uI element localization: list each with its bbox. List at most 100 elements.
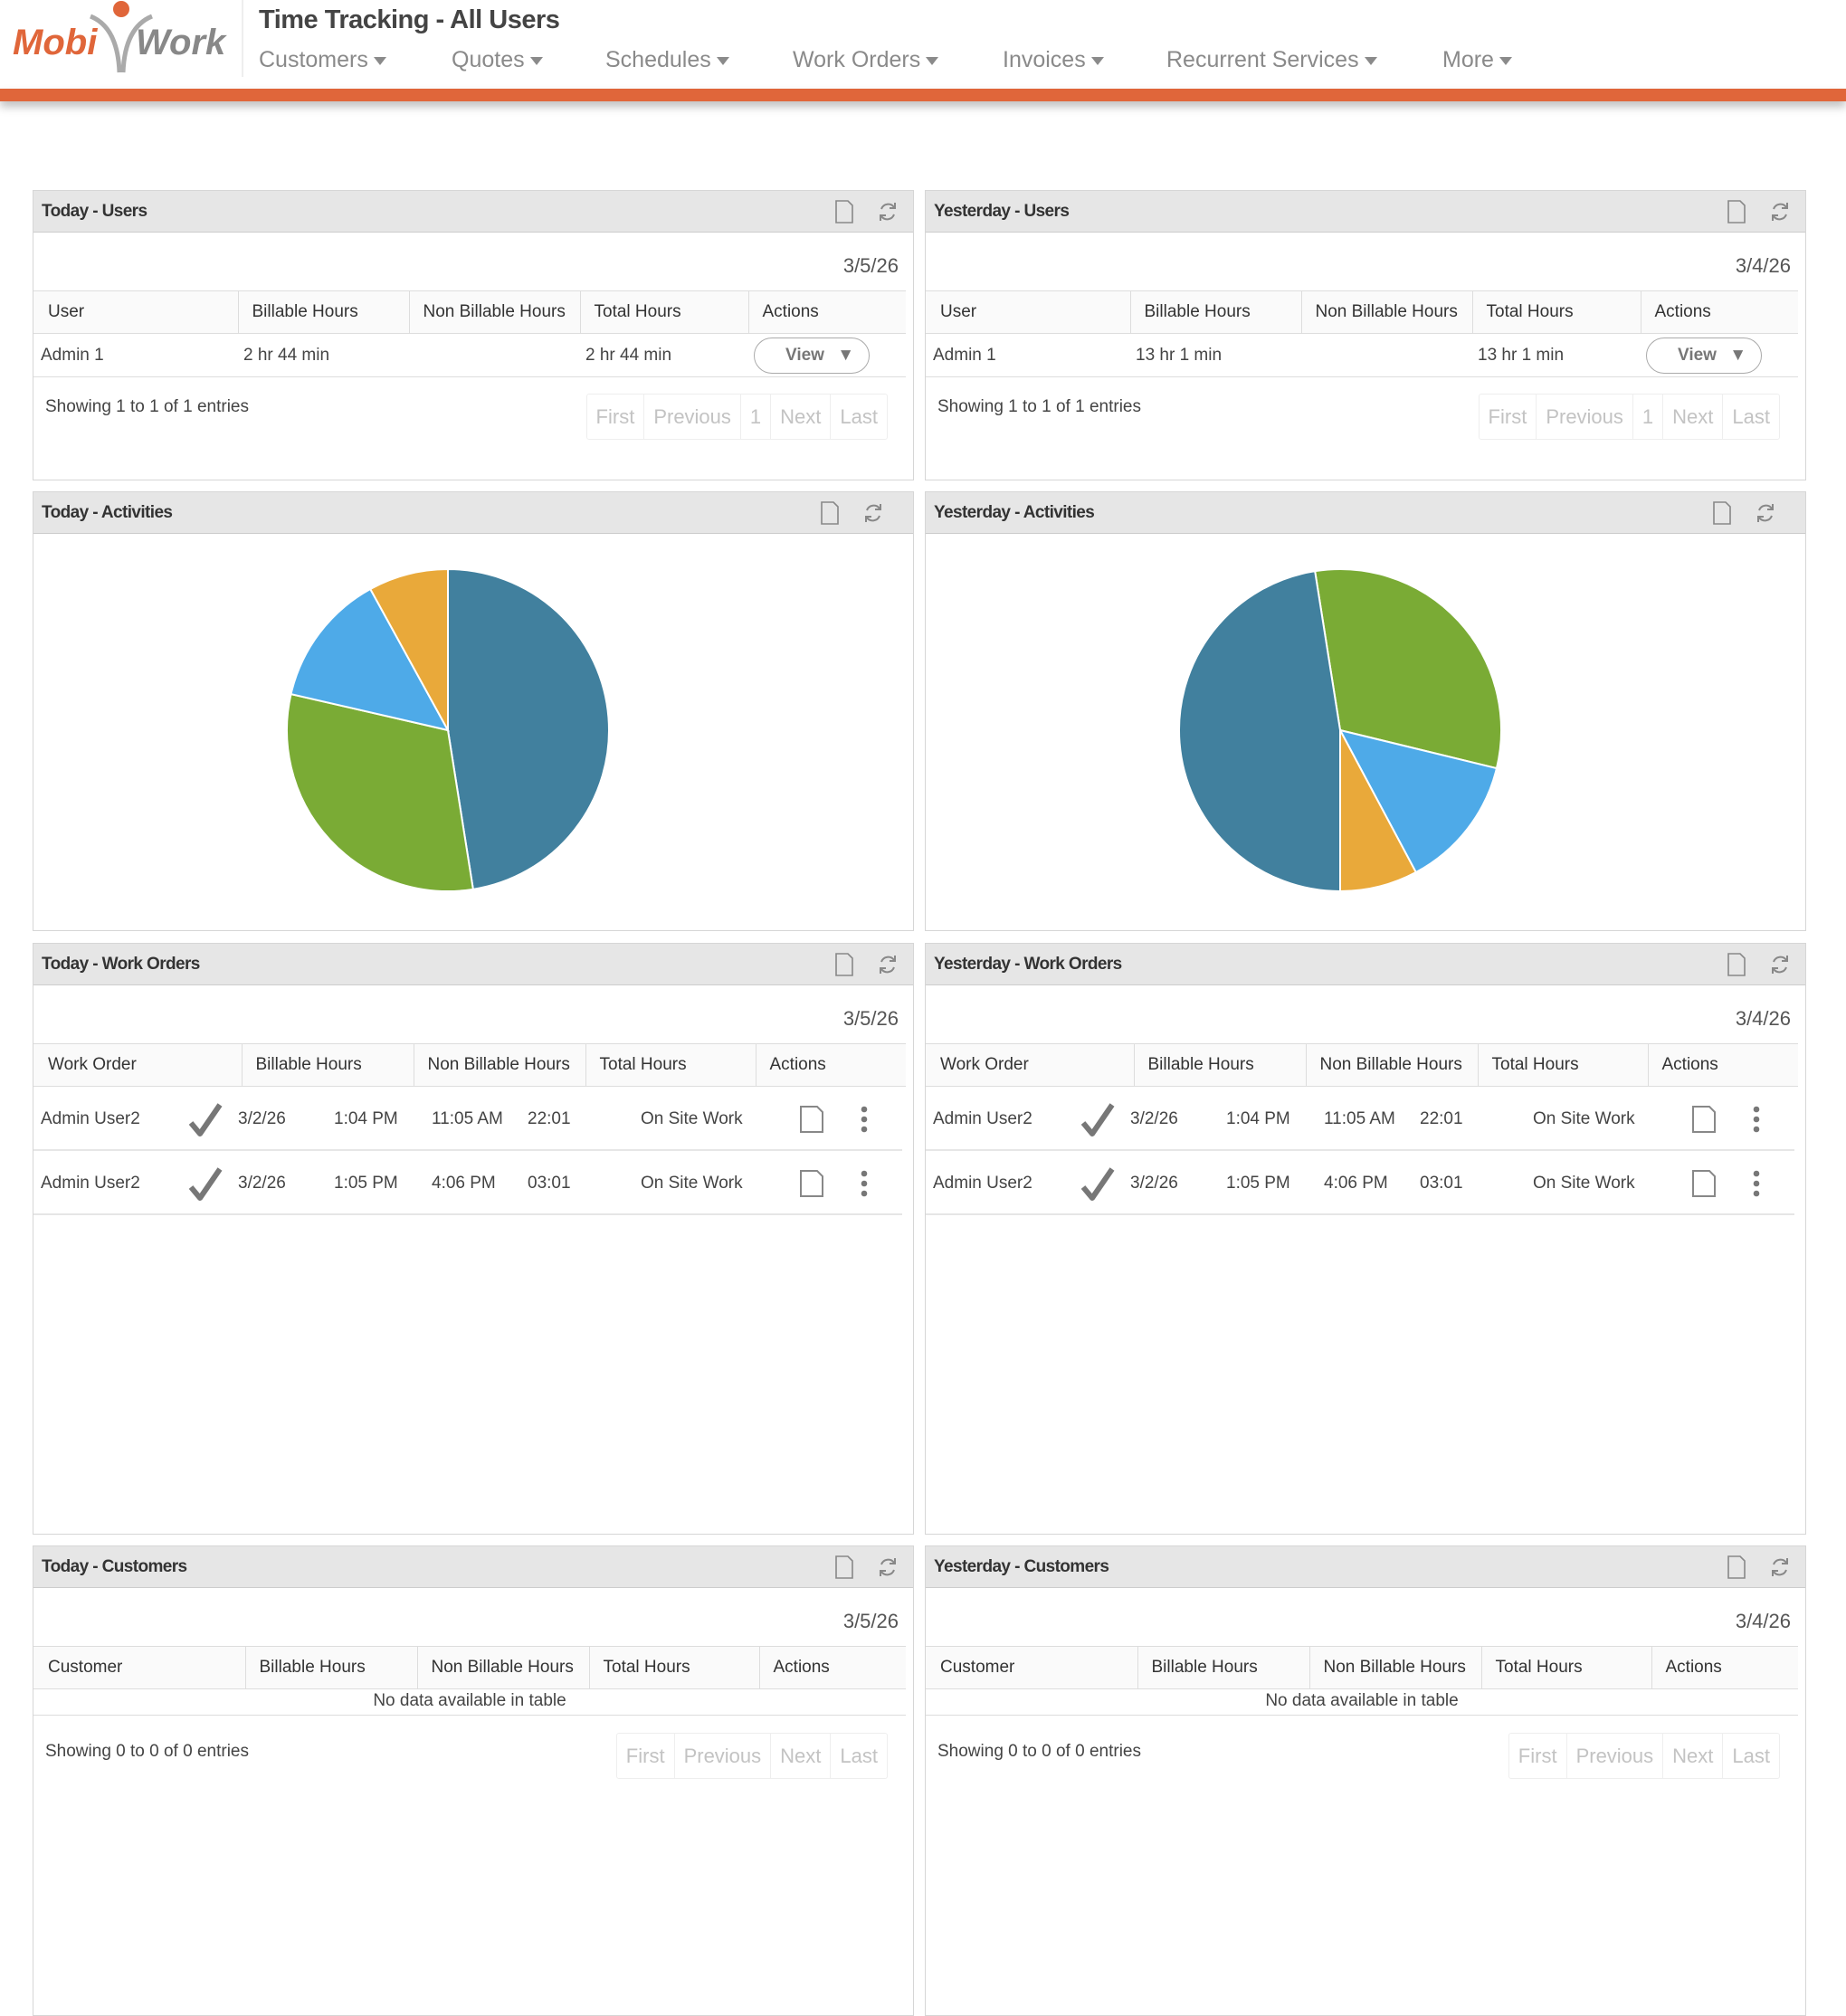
document-icon[interactable]	[1691, 1169, 1717, 1203]
column-header-total-hours[interactable]: Total Hours	[579, 290, 748, 334]
column-header-work-order[interactable]: Work Order	[33, 1043, 242, 1087]
check-icon	[1080, 1165, 1116, 1207]
column-header-actions[interactable]: Actions	[1647, 1043, 1798, 1087]
page-first[interactable]: First	[595, 405, 635, 428]
refresh-icon[interactable]	[1769, 200, 1791, 223]
refresh-icon[interactable]	[877, 1555, 899, 1579]
column-header-billable-hours[interactable]: Billable Hours	[241, 1043, 414, 1087]
column-header-work-order[interactable]: Work Order	[926, 1043, 1134, 1087]
mobiwork-logo[interactable]: Mobi Work	[11, 0, 237, 77]
nav-invoices[interactable]: Invoices	[1003, 47, 1104, 73]
column-header-billable-hours[interactable]: Billable Hours	[1129, 290, 1301, 334]
page-last[interactable]: Last	[830, 1734, 887, 1778]
nav-work-orders[interactable]: Work Orders	[793, 47, 939, 73]
document-icon[interactable]	[1691, 1105, 1717, 1139]
page-first[interactable]: First	[1518, 1745, 1557, 1767]
column-header-total-hours[interactable]: Total Hours	[585, 1043, 756, 1087]
page-last[interactable]: Last	[1722, 395, 1779, 439]
pagination: First Previous Next Last	[615, 1733, 888, 1779]
page-previous[interactable]: Previous	[673, 1734, 771, 1778]
column-header-non-billable-hours[interactable]: Non Billable Hours	[1305, 1043, 1478, 1087]
column-header-actions[interactable]: Actions	[758, 1646, 906, 1689]
page-previous[interactable]: Previous	[1536, 395, 1632, 439]
work-order-row[interactable]: Admin User2 3/2/26 1:04 PM 11:05 AM 22:01 On …	[926, 1087, 1794, 1151]
column-header-total-hours[interactable]: Total Hours	[1477, 1043, 1648, 1087]
page-first[interactable]: First	[1488, 405, 1527, 428]
column-header-total-hours[interactable]: Total Hours	[1480, 1646, 1651, 1689]
svg-text:Mobi: Mobi	[13, 23, 98, 62]
export-icon[interactable]	[819, 501, 841, 525]
pie-slice[interactable]	[368, 567, 449, 731]
column-header-non-billable-hours[interactable]: Non Billable Hours	[416, 1646, 589, 1689]
more-options-icon[interactable]	[1752, 1170, 1761, 1203]
column-header-billable-hours[interactable]: Billable Hours	[237, 290, 409, 334]
view-dropdown-button[interactable]: View ▼	[1646, 337, 1762, 374]
column-header-total-hours[interactable]: Total Hours	[588, 1646, 759, 1689]
pie-slice[interactable]	[1314, 568, 1502, 770]
document-icon[interactable]	[799, 1105, 824, 1139]
pie-slice[interactable]	[1178, 570, 1341, 893]
refresh-icon[interactable]	[877, 200, 899, 223]
column-header-actions[interactable]: Actions	[755, 1043, 906, 1087]
column-header-billable-hours[interactable]: Billable Hours	[244, 1646, 417, 1689]
work-order-row[interactable]: Admin User2 3/2/26 1:05 PM 4:06 PM 03:01 On S…	[926, 1151, 1794, 1215]
refresh-icon[interactable]	[1769, 1555, 1791, 1579]
export-icon[interactable]	[833, 953, 855, 976]
export-icon[interactable]	[833, 200, 855, 223]
work-order-row[interactable]: Admin User2 3/2/26 1:05 PM 4:06 PM 03:01 On S…	[33, 1151, 902, 1215]
column-header-billable-hours[interactable]: Billable Hours	[1137, 1646, 1309, 1689]
panel-header: Today - Customers	[33, 1546, 913, 1588]
export-icon[interactable]	[1711, 501, 1733, 525]
column-header-actions[interactable]: Actions	[1651, 1646, 1798, 1689]
panel-date: 3/4/26	[1735, 254, 1791, 277]
column-header-non-billable-hours[interactable]: Non Billable Hours	[1300, 290, 1472, 334]
page-next[interactable]: Next	[1662, 1734, 1722, 1778]
export-icon[interactable]	[833, 1555, 855, 1579]
column-header-non-billable-hours[interactable]: Non Billable Hours	[1308, 1646, 1481, 1689]
export-icon[interactable]	[1726, 200, 1747, 223]
page-last[interactable]: Last	[1722, 1734, 1779, 1778]
column-header-user[interactable]: User	[926, 290, 1130, 334]
more-options-icon[interactable]	[860, 1106, 869, 1138]
document-icon[interactable]	[799, 1169, 824, 1203]
page-next[interactable]: Next	[770, 395, 830, 439]
column-header-user[interactable]: User	[33, 290, 238, 334]
refresh-icon[interactable]	[1755, 501, 1776, 525]
more-options-icon[interactable]	[860, 1170, 869, 1203]
panel-header: Yesterday - Customers	[926, 1546, 1805, 1588]
pie-slice[interactable]	[1338, 728, 1499, 874]
page-previous[interactable]: Previous	[1565, 1734, 1663, 1778]
column-header-actions[interactable]: Actions	[747, 290, 906, 334]
column-header-billable-hours[interactable]: Billable Hours	[1133, 1043, 1306, 1087]
cell-date: 3/2/26	[238, 1174, 286, 1193]
nav-customers[interactable]: Customers	[259, 47, 386, 73]
column-header-total-hours[interactable]: Total Hours	[1471, 290, 1641, 334]
page-1[interactable]: 1	[739, 395, 770, 439]
column-header-non-billable-hours[interactable]: Non Billable Hours	[413, 1043, 585, 1087]
refresh-icon[interactable]	[877, 953, 899, 976]
column-header-non-billable-hours[interactable]: Non Billable Hours	[408, 290, 580, 334]
nav-schedules[interactable]: Schedules	[605, 47, 729, 73]
page-next[interactable]: Next	[1662, 395, 1722, 439]
column-header-actions[interactable]: Actions	[1640, 290, 1798, 334]
work-order-row[interactable]: Admin User2 3/2/26 1:04 PM 11:05 AM 22:01 On …	[33, 1087, 902, 1151]
nav-quotes[interactable]: Quotes	[452, 47, 543, 73]
pie-slice[interactable]	[447, 567, 610, 890]
refresh-icon[interactable]	[1769, 953, 1791, 976]
nav-more[interactable]: More	[1442, 47, 1512, 73]
refresh-icon[interactable]	[862, 501, 884, 525]
page-previous[interactable]: Previous	[643, 395, 740, 439]
page-last[interactable]: Last	[830, 395, 887, 439]
page-first[interactable]: First	[625, 1745, 665, 1767]
column-header-customer[interactable]: Customer	[33, 1646, 245, 1689]
page-next[interactable]: Next	[770, 1734, 830, 1778]
nav-recurrent-services[interactable]: Recurrent Services	[1166, 47, 1377, 73]
export-icon[interactable]	[1726, 953, 1747, 976]
more-options-icon[interactable]	[1752, 1106, 1761, 1138]
column-header-customer[interactable]: Customer	[926, 1646, 1137, 1689]
page-1[interactable]: 1	[1632, 395, 1662, 439]
pie-slice[interactable]	[290, 587, 450, 732]
pie-slice[interactable]	[286, 692, 474, 892]
export-icon[interactable]	[1726, 1555, 1747, 1579]
view-dropdown-button[interactable]: View ▼	[754, 337, 870, 374]
